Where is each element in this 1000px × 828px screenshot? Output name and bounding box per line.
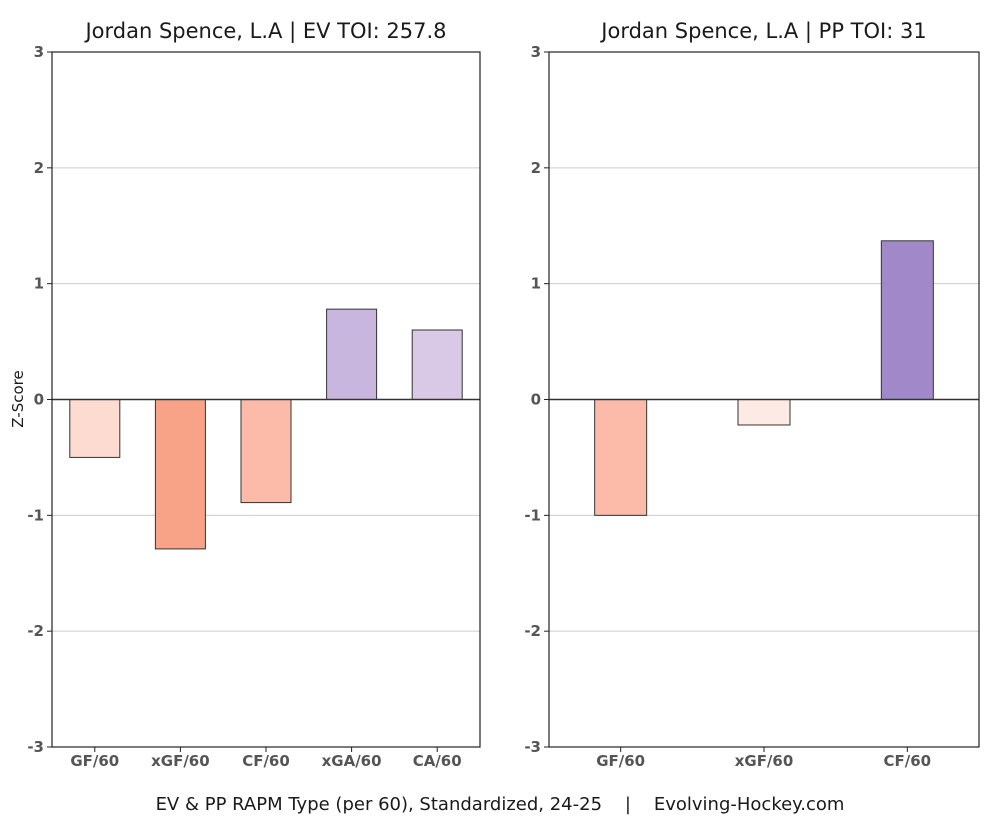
ev-bar-ca-per-60 <box>411 329 463 400</box>
ev-y-tick-label: -3 <box>27 738 44 756</box>
pp-y-tick-label: -3 <box>524 738 541 756</box>
pp-y-ticks: -3 -2 -1 0 1 2 3 <box>524 43 549 756</box>
ev-y-ticks: -3 -2 -1 0 1 2 3 <box>27 43 52 756</box>
pp-y-tick-label: -1 <box>524 506 541 524</box>
pp-bars <box>594 240 934 516</box>
pp-y-tick-label: 2 <box>531 159 541 177</box>
pp-x-tick-label: CF/60 <box>884 752 932 770</box>
ev-axes <box>51 51 481 748</box>
ev-y-tick-label: 2 <box>34 159 44 177</box>
ev-chart-title: Jordan Spence, L.A | EV TOI: 257.8 <box>83 19 446 44</box>
pp-y-tick-label: 0 <box>531 391 541 409</box>
ev-y-axis-label: Z-Score <box>9 370 27 427</box>
ev-bars <box>69 308 463 550</box>
ev-y-tick-label: 0 <box>34 391 44 409</box>
ev-bar-cf-per-60 <box>240 399 292 504</box>
ev-chart-panel: Jordan Spence, L.A | EV TOI: 257.8 Z-Sco… <box>9 19 481 770</box>
ev-x-ticks: GF/60 xGF/60 CF/60 xGA/60 CA/60 <box>70 747 462 770</box>
figure-footer: EV & PP RAPM Type (per 60), Standardized… <box>156 794 845 815</box>
pp-y-tick-label: -2 <box>524 622 541 640</box>
pp-axes <box>548 51 980 748</box>
pp-chart-title: Jordan Spence, L.A | PP TOI: 31 <box>599 19 926 44</box>
ev-x-tick-label: GF/60 <box>70 752 119 770</box>
ev-bar-xga-per-60 <box>326 308 378 400</box>
ev-gridlines <box>52 167 480 632</box>
pp-y-tick-label: 1 <box>531 275 541 293</box>
ev-bar-xgf-per-60 <box>154 399 206 550</box>
ev-x-tick-label: CA/60 <box>413 752 462 770</box>
ev-x-tick-label: xGF/60 <box>151 752 210 770</box>
ev-bar-gf-per-60 <box>69 399 121 458</box>
ev-y-tick-label: 1 <box>34 275 44 293</box>
pp-x-tick-label: GF/60 <box>596 752 645 770</box>
ev-y-tick-label: -1 <box>27 506 44 524</box>
ev-x-tick-label: xGA/60 <box>322 752 382 770</box>
pp-x-tick-label: xGF/60 <box>735 752 794 770</box>
pp-bar-xgf-per-60 <box>737 399 791 426</box>
ev-y-tick-label: 3 <box>34 43 44 61</box>
pp-bar-gf-per-60 <box>594 399 648 516</box>
ev-x-tick-label: CF/60 <box>242 752 290 770</box>
pp-x-ticks: GF/60 xGF/60 CF/60 <box>596 747 931 770</box>
ev-y-tick-label: -2 <box>27 622 44 640</box>
pp-chart-panel: Jordan Spence, L.A | PP TOI: 31 -3 -2 -1 0 1… <box>524 19 980 770</box>
pp-bar-cf-per-60 <box>880 240 934 400</box>
pp-y-tick-label: 3 <box>531 43 541 61</box>
